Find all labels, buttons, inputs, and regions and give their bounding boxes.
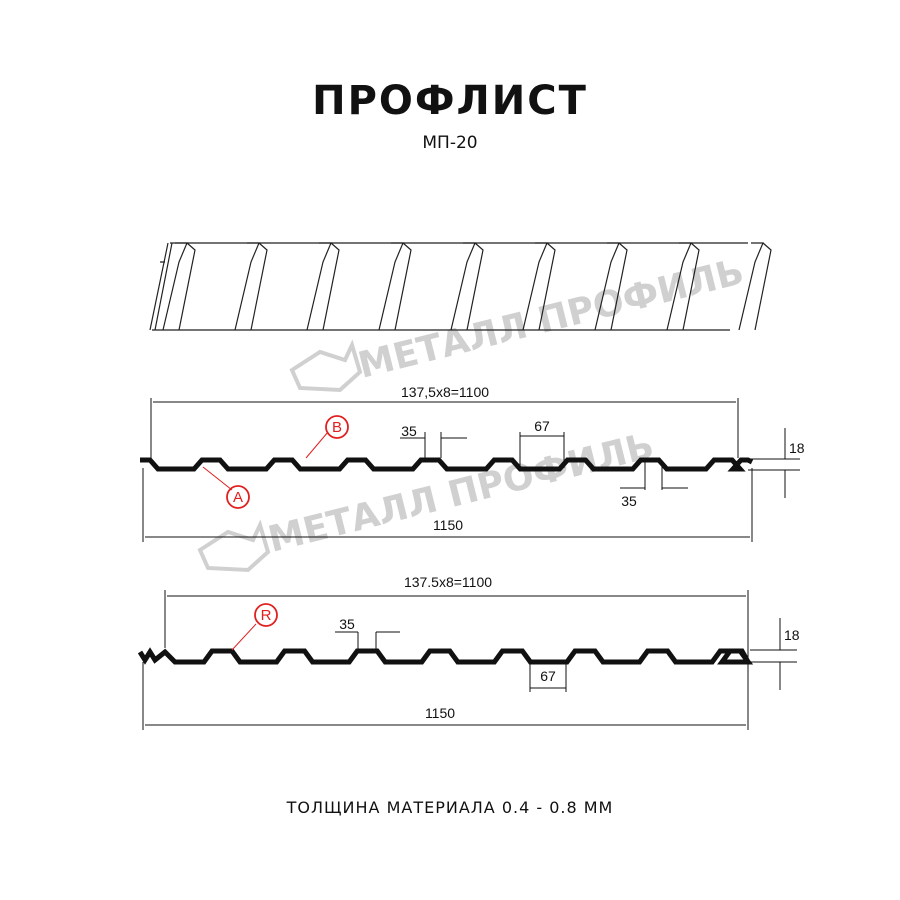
height-dimension: 18 [789, 440, 805, 456]
sheet-rib [754, 242, 772, 331]
svg-text:B: B [332, 419, 342, 436]
marker-a [226, 485, 250, 509]
sheet-rib [522, 242, 548, 331]
sheet-rib [538, 242, 556, 331]
sheet-rib [610, 242, 628, 331]
profile-a: B A 137,5x8=1100 1150 35 67 35 18 [140, 384, 805, 542]
trough-dimension: 67 [540, 668, 556, 684]
marker-b [325, 415, 349, 439]
sheet-rib [466, 242, 484, 331]
height-dimension: 18 [784, 627, 800, 643]
sheet-rib [594, 242, 620, 331]
page-title: ПРОФЛИСТ [312, 78, 588, 124]
model-subtitle: МП-20 [422, 133, 478, 153]
svg-text:A: A [233, 489, 243, 506]
sheet-rib [250, 242, 268, 331]
svg-text:R: R [261, 607, 272, 624]
sheet-rib [178, 242, 196, 331]
sheet-rib [234, 242, 260, 331]
crest-dimension-2: 35 [621, 493, 637, 509]
sheet-rib [306, 242, 332, 331]
profile-a-dimensions [142, 398, 800, 542]
profile-a-outline [140, 457, 754, 472]
sheet-rib [162, 242, 188, 331]
profile-r-dimensions [142, 590, 797, 730]
watermark-2: МЕТАЛЛ ПРОФИЛЬ [197, 425, 658, 573]
sheet-rib [394, 242, 412, 331]
sheet-rib [322, 242, 340, 331]
sheet-3d-view [149, 242, 772, 331]
trough-dimension: 67 [534, 418, 550, 434]
profile-r: R 137.5x8=1100 1150 35 67 18 [137, 574, 800, 730]
watermark-1: МЕТАЛЛ ПРОФИЛЬ [289, 251, 748, 393]
pitch-dimension: 137.5x8=1100 [404, 574, 492, 590]
pitch-dimension: 137,5x8=1100 [401, 384, 489, 400]
sheet-rib [738, 242, 764, 331]
svg-text:МЕТАЛЛ ПРОФИЛЬ: МЕТАЛЛ ПРОФИЛЬ [264, 425, 658, 560]
width-dimension: 1150 [425, 705, 455, 721]
crest-dimension: 35 [339, 616, 355, 632]
crest-dimension: 35 [401, 423, 417, 439]
sheet-rib [378, 242, 404, 331]
sheet-rib [666, 242, 692, 331]
sheet-rib [682, 242, 700, 331]
profile-r-outline [137, 647, 754, 665]
marker-r [254, 603, 278, 627]
material-thickness-note: ТОЛЩИНА МАТЕРИАЛА 0.4 - 0.8 ММ [286, 798, 614, 817]
sheet-side [149, 242, 173, 331]
width-dimension: 1150 [433, 517, 463, 533]
sheet-rib [450, 242, 476, 331]
sheet-edge [152, 242, 748, 331]
